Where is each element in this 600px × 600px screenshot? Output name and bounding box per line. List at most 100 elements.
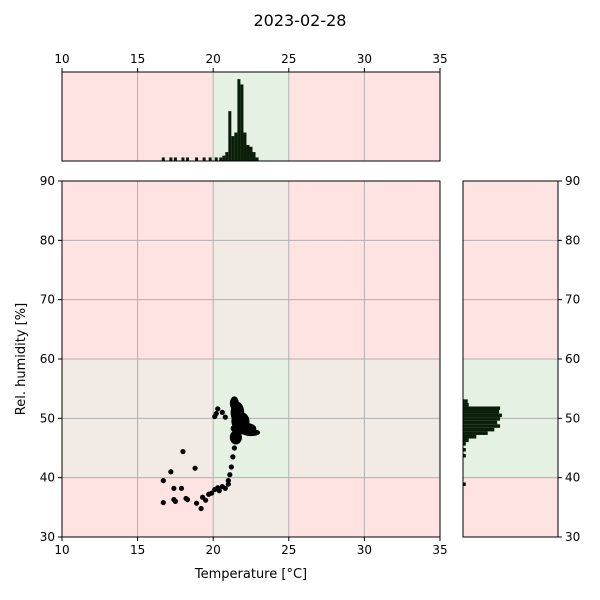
x-tick-label: 25 (281, 543, 296, 557)
top-histogram-bar (237, 79, 241, 161)
top-histogram-bar (181, 157, 185, 161)
right-histogram-bar (463, 406, 501, 411)
scatter-point (168, 469, 174, 475)
top-histogram-bar (225, 152, 229, 161)
top-x-tick-label: 15 (130, 52, 145, 66)
right-histogram-bar (463, 438, 469, 443)
right-histogram-panel: 30 40 50 60 70 80 90 (462, 174, 580, 544)
scatter-point (225, 478, 231, 484)
right-histogram-bar (463, 402, 469, 407)
right-y-tick-label: 80 (565, 233, 580, 247)
right-histogram-bar (463, 431, 488, 435)
scatter-point (192, 465, 198, 471)
scatter-point (216, 488, 222, 494)
scatter-point (160, 499, 166, 506)
scatter-point (193, 500, 200, 506)
top-x-tick-label: 30 (357, 52, 372, 66)
scatter-point (222, 414, 228, 420)
right-histogram-bar (463, 420, 498, 425)
right-y-tick-label: 60 (565, 352, 580, 366)
right-histogram-bar (463, 442, 466, 446)
x-tick-label: 20 (206, 543, 221, 557)
top-x-tick-label: 35 (432, 52, 447, 66)
top-histogram-bar (249, 146, 253, 161)
top-histogram-bar (185, 157, 190, 161)
y-tick-label: 50 (40, 411, 55, 425)
scatter-point (184, 497, 191, 503)
top-histogram-bar (195, 157, 199, 161)
right-y-tick-label: 90 (565, 174, 580, 188)
right-histogram-bar (463, 448, 466, 452)
scatter-point (219, 409, 225, 415)
top-frame (61, 71, 441, 162)
y-tick-label: 70 (40, 293, 55, 307)
top-x-tick-label: 10 (54, 52, 69, 66)
right-histogram-bar (463, 434, 477, 439)
top-histogram-bar (169, 157, 173, 161)
y-tick-label: 30 (40, 530, 55, 544)
top-histogram-panel: 10 15 20 25 30 35 (54, 52, 448, 162)
x-tick-label: 30 (357, 543, 372, 557)
right-y-tick-label: 50 (565, 411, 580, 425)
top-histogram-bar (255, 157, 259, 161)
scatter-point (198, 505, 204, 512)
top-histogram-bar (208, 157, 212, 161)
scatter-point (178, 485, 185, 491)
top-zone-comfort (213, 72, 289, 161)
top-histogram-bar (161, 157, 165, 161)
right-histogram-bar (463, 413, 502, 418)
right-y-tick-label: 40 (565, 471, 580, 485)
scatter-point (230, 454, 236, 460)
top-histogram-bar (240, 84, 244, 161)
y-tick-label: 60 (40, 352, 55, 366)
scatter-point (231, 445, 237, 451)
top-x-tick-label: 20 (206, 52, 221, 66)
y-axis-label: Rel. humidity [%] (14, 303, 29, 415)
scatter-point (209, 490, 215, 496)
x-tick-label: 15 (130, 543, 145, 557)
right-histogram-bar (463, 410, 500, 414)
top-histogram-bar (252, 152, 256, 161)
y-tick-label: 40 (40, 471, 55, 485)
x-tick-label: 35 (432, 543, 447, 557)
top-histogram-bar (243, 132, 247, 161)
right-histogram-bar (463, 482, 466, 486)
top-histogram-bar (219, 157, 223, 161)
right-histogram-bar (463, 399, 468, 403)
x-axis-label: Temperature [°C] (194, 567, 307, 582)
scatter-point (213, 410, 219, 417)
top-histogram-bar (214, 157, 218, 161)
right-histogram-bar (463, 424, 501, 428)
scatter-cluster (241, 429, 261, 437)
scatter-point (203, 497, 209, 503)
right-histogram-bar (463, 427, 495, 432)
x-tick-label: 10 (54, 543, 69, 557)
y-tick-label: 90 (40, 174, 55, 188)
right-histogram-bar (463, 417, 501, 421)
top-histogram-bar (202, 157, 206, 161)
right-histogram-bar (463, 453, 466, 458)
right-y-tick-label: 30 (565, 530, 580, 544)
top-histogram-bar (228, 111, 232, 161)
scatter-panel: 10 15 20 25 30 35 30 40 50 60 70 80 90 (40, 174, 448, 557)
top-x-tick-label: 25 (281, 52, 296, 66)
scatter-point (160, 478, 166, 484)
top-histogram-bar (234, 132, 238, 161)
scatter-point (172, 498, 178, 504)
chart-title: 2023-02-28 (254, 11, 347, 30)
scatter-point (215, 406, 221, 412)
top-histogram-bar (173, 157, 177, 161)
right-y-tick-label: 70 (565, 293, 580, 307)
scatter-point (222, 485, 228, 491)
top-histogram-bar (231, 136, 235, 161)
top-histogram-bar (222, 155, 226, 161)
scatter-point (171, 485, 177, 491)
scatter-point (228, 464, 234, 470)
scatter-point (225, 481, 231, 487)
scatter-point (233, 436, 239, 442)
scatter-point (227, 472, 233, 478)
y-tick-label: 80 (40, 233, 55, 247)
top-histogram-bar (246, 144, 250, 161)
scatter-point (180, 448, 186, 455)
